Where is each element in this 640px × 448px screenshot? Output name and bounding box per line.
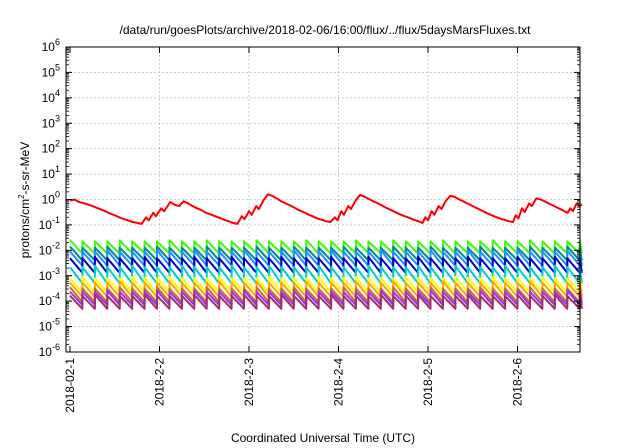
y-tick-label: 100 — [42, 190, 60, 207]
series-line — [69, 293, 583, 310]
y-tick-label: 102 — [42, 139, 60, 156]
y-axis: 10-6 10-5 10-4 10-3 10-2 10-1 100 101 102 103 104 1… — [39, 37, 580, 359]
series-lines — [69, 193, 583, 310]
y-tick-label: 103 — [42, 113, 60, 130]
y-tick-label: 10-3 — [39, 266, 60, 283]
x-axis-label: Coordinated Universal Time (UTC) — [231, 431, 415, 445]
series-line — [69, 193, 583, 225]
y-tick-label: 10-1 — [39, 215, 60, 232]
x-tick-label: 2018-2-6 — [511, 358, 525, 406]
x-tick-label: 2018-2-2 — [153, 358, 167, 406]
x-tick-label: 2018-2-5 — [421, 358, 435, 406]
y-axis-label: protons/cm2-s-sr-MeV — [17, 142, 32, 258]
y-tick-label: 104 — [42, 88, 60, 105]
chart-title: /data/run/goesPlots/archive/2018-02-06/1… — [120, 23, 532, 37]
x-tick-label: 2018-2-4 — [332, 358, 346, 406]
y-tick-label: 10-4 — [39, 291, 60, 308]
y-tick-label: 10-5 — [39, 317, 60, 334]
y-tick-label: 106 — [42, 37, 60, 54]
y-tick-label: 10-2 — [39, 240, 60, 257]
y-tick-label: 105 — [42, 62, 60, 79]
y-tick-label: 101 — [42, 164, 60, 181]
x-axis: 2018-02-1 2018-2-2 2018-2-3 2018-2-4 2018-2-… — [63, 47, 525, 413]
x-tick-label: 2018-02-1 — [63, 358, 77, 413]
x-tick-label: 2018-2-3 — [242, 358, 256, 406]
y-tick-label: 10-6 — [39, 342, 60, 359]
grid — [66, 47, 580, 352]
